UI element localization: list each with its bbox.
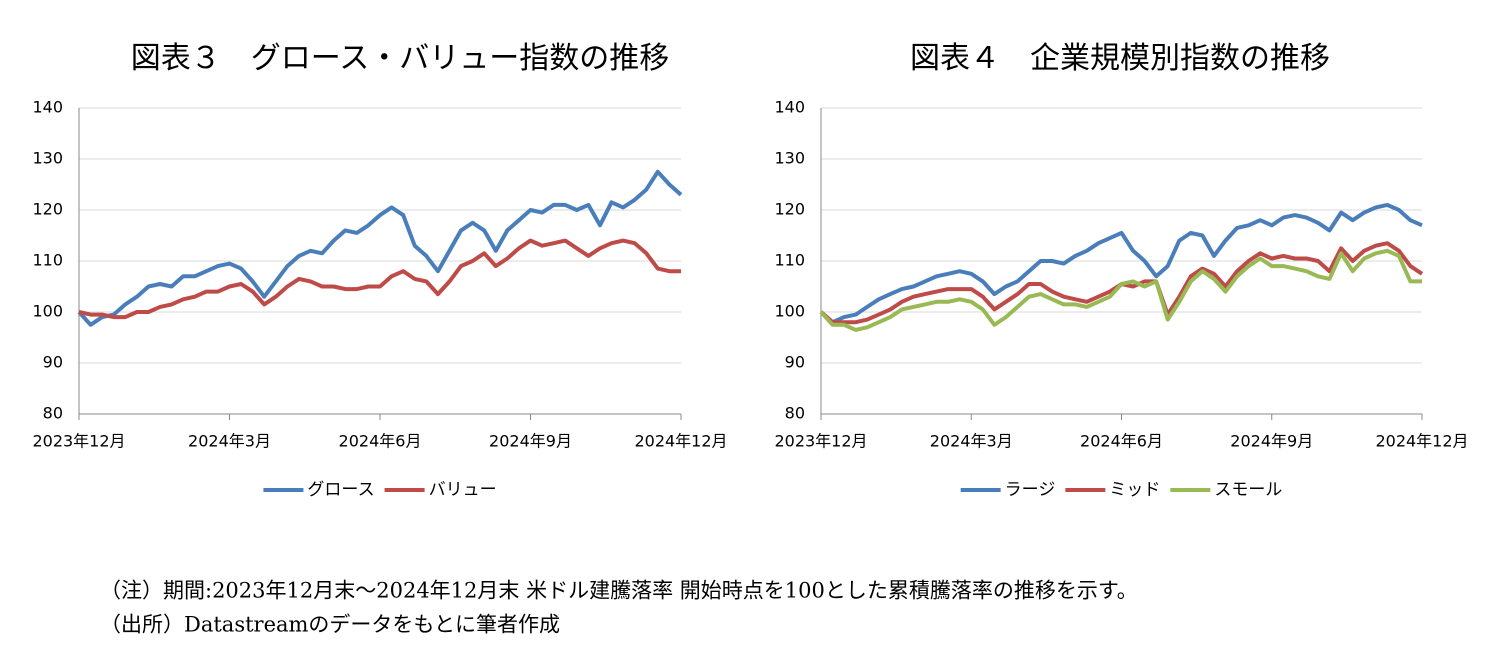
x-tick-label: 2024年9月 [1230, 432, 1313, 451]
series-line [78, 238, 681, 320]
legend-label: バリュー [429, 480, 497, 500]
chart-title: 図表４ 企業規模別指数の推移 [910, 41, 1330, 76]
legend-label: グロース [307, 480, 374, 500]
chart-title: 図表３ グロース・バリュー指数の推移 [131, 41, 670, 76]
series-line [819, 248, 1422, 332]
note: （注）期間:2023年12月末～2024年12月末 米ドル建騰落率 開始時点を1… [100, 579, 1138, 603]
x-tick-label: 2024年12月 [1375, 432, 1468, 451]
y-tick-label: 110 [774, 251, 805, 270]
series-line [819, 202, 1423, 325]
legend-label: ミッド [1109, 480, 1160, 500]
legend: グロース バリュー [263, 480, 497, 500]
y-tick-label: 130 [32, 149, 63, 168]
y-tick-label: 130 [774, 149, 805, 168]
y-tick-label: 90 [785, 353, 805, 372]
series-line [77, 169, 683, 327]
y-tick-label: 100 [774, 302, 805, 321]
x-tick-label: 2023年12月 [774, 432, 867, 451]
x-tick-label: 2024年3月 [930, 432, 1013, 451]
x-tick-label: 2023年12月 [32, 432, 125, 451]
x-tick-label: 2024年6月 [339, 432, 422, 451]
legend: ラージ ミッド スモール [960, 480, 1282, 500]
legend-label: ラージ [1005, 480, 1056, 500]
x-tick-label: 2024年12月 [634, 432, 727, 451]
y-tick-label: 80 [43, 404, 63, 423]
y-tick-label: 90 [43, 353, 63, 372]
x-tick-label: 2024年3月 [188, 432, 271, 451]
y-tick-label: 120 [32, 200, 63, 219]
y-tick-label: 80 [785, 404, 805, 423]
note: （出所）Datastreamのデータをもとに筆者作成 [100, 613, 560, 637]
x-tick-label: 2024年9月 [489, 432, 572, 451]
x-tick-label: 2024年6月 [1080, 432, 1163, 451]
y-tick-label: 120 [774, 200, 805, 219]
y-tick-label: 110 [32, 251, 63, 270]
y-tick-label: 140 [774, 98, 805, 117]
y-tick-label: 100 [32, 302, 63, 321]
y-tick-label: 140 [32, 98, 63, 117]
legend-label: スモール [1214, 480, 1282, 500]
